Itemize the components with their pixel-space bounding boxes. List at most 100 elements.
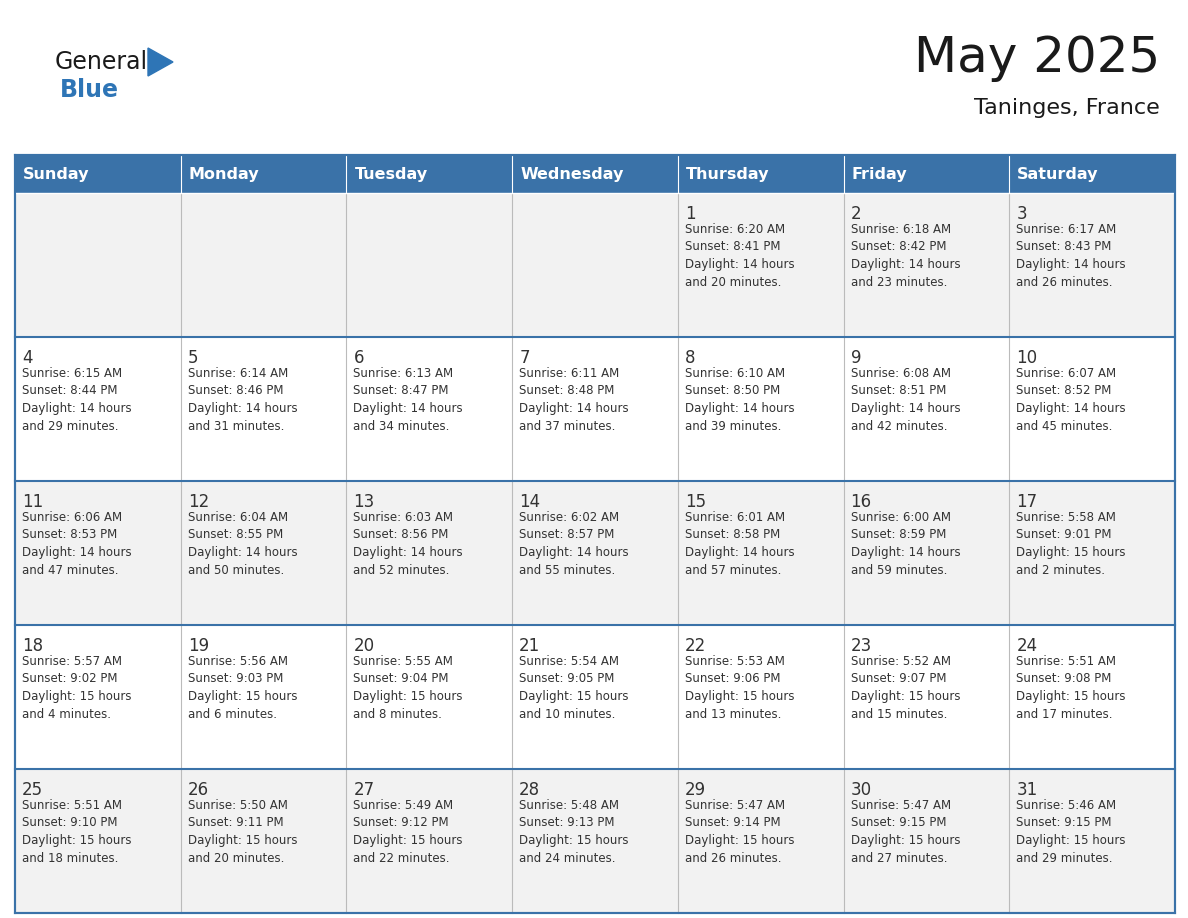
Text: Sunrise: 5:47 AM
Sunset: 9:14 PM
Daylight: 15 hours
and 26 minutes.: Sunrise: 5:47 AM Sunset: 9:14 PM Dayligh… xyxy=(684,799,795,865)
Bar xyxy=(843,625,1010,769)
Bar xyxy=(181,481,347,625)
Text: 24: 24 xyxy=(1016,637,1037,655)
Text: Sunrise: 5:47 AM
Sunset: 9:15 PM
Daylight: 15 hours
and 27 minutes.: Sunrise: 5:47 AM Sunset: 9:15 PM Dayligh… xyxy=(851,799,960,865)
Bar xyxy=(512,193,678,337)
Bar xyxy=(678,625,843,769)
Text: Taninges, France: Taninges, France xyxy=(974,98,1159,118)
Bar xyxy=(843,769,1010,913)
Bar xyxy=(512,769,678,913)
Text: Sunrise: 5:50 AM
Sunset: 9:11 PM
Daylight: 15 hours
and 20 minutes.: Sunrise: 5:50 AM Sunset: 9:11 PM Dayligh… xyxy=(188,799,297,865)
Bar xyxy=(843,155,1010,193)
Text: Sunrise: 6:10 AM
Sunset: 8:50 PM
Daylight: 14 hours
and 39 minutes.: Sunrise: 6:10 AM Sunset: 8:50 PM Dayligh… xyxy=(684,367,795,432)
Bar xyxy=(15,193,181,337)
Text: Saturday: Saturday xyxy=(1017,166,1099,182)
Text: Sunrise: 5:54 AM
Sunset: 9:05 PM
Daylight: 15 hours
and 10 minutes.: Sunrise: 5:54 AM Sunset: 9:05 PM Dayligh… xyxy=(519,655,628,721)
Text: 27: 27 xyxy=(353,781,374,799)
Text: 28: 28 xyxy=(519,781,541,799)
Bar xyxy=(843,193,1010,337)
Bar xyxy=(181,625,347,769)
Text: Sunrise: 5:48 AM
Sunset: 9:13 PM
Daylight: 15 hours
and 24 minutes.: Sunrise: 5:48 AM Sunset: 9:13 PM Dayligh… xyxy=(519,799,628,865)
Text: 12: 12 xyxy=(188,493,209,511)
Text: Sunrise: 6:20 AM
Sunset: 8:41 PM
Daylight: 14 hours
and 20 minutes.: Sunrise: 6:20 AM Sunset: 8:41 PM Dayligh… xyxy=(684,223,795,288)
Text: May 2025: May 2025 xyxy=(914,34,1159,82)
Bar xyxy=(512,155,678,193)
Text: Sunrise: 5:46 AM
Sunset: 9:15 PM
Daylight: 15 hours
and 29 minutes.: Sunrise: 5:46 AM Sunset: 9:15 PM Dayligh… xyxy=(1016,799,1126,865)
Bar xyxy=(678,337,843,481)
Bar xyxy=(512,481,678,625)
Bar xyxy=(347,769,512,913)
Text: 1: 1 xyxy=(684,205,695,223)
Bar xyxy=(347,193,512,337)
Text: Sunrise: 6:07 AM
Sunset: 8:52 PM
Daylight: 14 hours
and 45 minutes.: Sunrise: 6:07 AM Sunset: 8:52 PM Dayligh… xyxy=(1016,367,1126,432)
Bar xyxy=(843,337,1010,481)
Text: Wednesday: Wednesday xyxy=(520,166,624,182)
Bar xyxy=(347,155,512,193)
Text: Sunrise: 6:15 AM
Sunset: 8:44 PM
Daylight: 14 hours
and 29 minutes.: Sunrise: 6:15 AM Sunset: 8:44 PM Dayligh… xyxy=(23,367,132,432)
Bar xyxy=(347,625,512,769)
Bar xyxy=(181,769,347,913)
Text: Sunrise: 6:06 AM
Sunset: 8:53 PM
Daylight: 14 hours
and 47 minutes.: Sunrise: 6:06 AM Sunset: 8:53 PM Dayligh… xyxy=(23,511,132,577)
Bar xyxy=(1010,193,1175,337)
Text: 20: 20 xyxy=(353,637,374,655)
Text: 8: 8 xyxy=(684,349,695,367)
Bar xyxy=(15,769,181,913)
Bar xyxy=(15,155,181,193)
Bar xyxy=(15,337,181,481)
Text: Friday: Friday xyxy=(852,166,908,182)
Bar xyxy=(181,193,347,337)
Bar xyxy=(181,155,347,193)
Text: Tuesday: Tuesday xyxy=(354,166,428,182)
Text: Sunrise: 5:56 AM
Sunset: 9:03 PM
Daylight: 15 hours
and 6 minutes.: Sunrise: 5:56 AM Sunset: 9:03 PM Dayligh… xyxy=(188,655,297,721)
Text: Sunrise: 5:51 AM
Sunset: 9:08 PM
Daylight: 15 hours
and 17 minutes.: Sunrise: 5:51 AM Sunset: 9:08 PM Dayligh… xyxy=(1016,655,1126,721)
Text: 3: 3 xyxy=(1016,205,1026,223)
Text: Thursday: Thursday xyxy=(685,166,770,182)
Text: Sunrise: 6:02 AM
Sunset: 8:57 PM
Daylight: 14 hours
and 55 minutes.: Sunrise: 6:02 AM Sunset: 8:57 PM Dayligh… xyxy=(519,511,628,577)
Text: 14: 14 xyxy=(519,493,541,511)
Text: Sunrise: 5:53 AM
Sunset: 9:06 PM
Daylight: 15 hours
and 13 minutes.: Sunrise: 5:53 AM Sunset: 9:06 PM Dayligh… xyxy=(684,655,795,721)
Text: Sunrise: 6:03 AM
Sunset: 8:56 PM
Daylight: 14 hours
and 52 minutes.: Sunrise: 6:03 AM Sunset: 8:56 PM Dayligh… xyxy=(353,511,463,577)
Bar xyxy=(678,769,843,913)
Text: Sunrise: 6:17 AM
Sunset: 8:43 PM
Daylight: 14 hours
and 26 minutes.: Sunrise: 6:17 AM Sunset: 8:43 PM Dayligh… xyxy=(1016,223,1126,288)
Text: 17: 17 xyxy=(1016,493,1037,511)
Text: Sunrise: 6:14 AM
Sunset: 8:46 PM
Daylight: 14 hours
and 31 minutes.: Sunrise: 6:14 AM Sunset: 8:46 PM Dayligh… xyxy=(188,367,297,432)
Bar xyxy=(843,481,1010,625)
Text: 19: 19 xyxy=(188,637,209,655)
Bar xyxy=(15,155,1175,913)
Text: Sunrise: 6:11 AM
Sunset: 8:48 PM
Daylight: 14 hours
and 37 minutes.: Sunrise: 6:11 AM Sunset: 8:48 PM Dayligh… xyxy=(519,367,628,432)
Text: Sunrise: 6:04 AM
Sunset: 8:55 PM
Daylight: 14 hours
and 50 minutes.: Sunrise: 6:04 AM Sunset: 8:55 PM Dayligh… xyxy=(188,511,297,577)
Text: 2: 2 xyxy=(851,205,861,223)
Bar xyxy=(512,337,678,481)
Text: General: General xyxy=(55,50,148,74)
Text: 13: 13 xyxy=(353,493,374,511)
Bar xyxy=(1010,337,1175,481)
Text: 18: 18 xyxy=(23,637,43,655)
Text: 15: 15 xyxy=(684,493,706,511)
Text: Sunrise: 5:58 AM
Sunset: 9:01 PM
Daylight: 15 hours
and 2 minutes.: Sunrise: 5:58 AM Sunset: 9:01 PM Dayligh… xyxy=(1016,511,1126,577)
Text: Sunday: Sunday xyxy=(23,166,89,182)
Text: 11: 11 xyxy=(23,493,43,511)
Polygon shape xyxy=(148,48,173,76)
Text: 7: 7 xyxy=(519,349,530,367)
Text: 16: 16 xyxy=(851,493,872,511)
Text: Sunrise: 5:49 AM
Sunset: 9:12 PM
Daylight: 15 hours
and 22 minutes.: Sunrise: 5:49 AM Sunset: 9:12 PM Dayligh… xyxy=(353,799,463,865)
Text: 23: 23 xyxy=(851,637,872,655)
Bar xyxy=(678,193,843,337)
Text: Sunrise: 5:57 AM
Sunset: 9:02 PM
Daylight: 15 hours
and 4 minutes.: Sunrise: 5:57 AM Sunset: 9:02 PM Dayligh… xyxy=(23,655,132,721)
Text: 4: 4 xyxy=(23,349,32,367)
Bar xyxy=(678,155,843,193)
Text: Sunrise: 5:51 AM
Sunset: 9:10 PM
Daylight: 15 hours
and 18 minutes.: Sunrise: 5:51 AM Sunset: 9:10 PM Dayligh… xyxy=(23,799,132,865)
Text: 21: 21 xyxy=(519,637,541,655)
Text: Monday: Monday xyxy=(189,166,259,182)
Bar xyxy=(347,337,512,481)
Bar xyxy=(15,481,181,625)
Text: 6: 6 xyxy=(353,349,364,367)
Bar xyxy=(347,481,512,625)
Text: Blue: Blue xyxy=(61,78,119,102)
Text: 25: 25 xyxy=(23,781,43,799)
Bar xyxy=(1010,481,1175,625)
Text: Sunrise: 5:52 AM
Sunset: 9:07 PM
Daylight: 15 hours
and 15 minutes.: Sunrise: 5:52 AM Sunset: 9:07 PM Dayligh… xyxy=(851,655,960,721)
Text: Sunrise: 6:00 AM
Sunset: 8:59 PM
Daylight: 14 hours
and 59 minutes.: Sunrise: 6:00 AM Sunset: 8:59 PM Dayligh… xyxy=(851,511,960,577)
Text: Sunrise: 6:01 AM
Sunset: 8:58 PM
Daylight: 14 hours
and 57 minutes.: Sunrise: 6:01 AM Sunset: 8:58 PM Dayligh… xyxy=(684,511,795,577)
Bar xyxy=(181,337,347,481)
Text: Sunrise: 6:18 AM
Sunset: 8:42 PM
Daylight: 14 hours
and 23 minutes.: Sunrise: 6:18 AM Sunset: 8:42 PM Dayligh… xyxy=(851,223,960,288)
